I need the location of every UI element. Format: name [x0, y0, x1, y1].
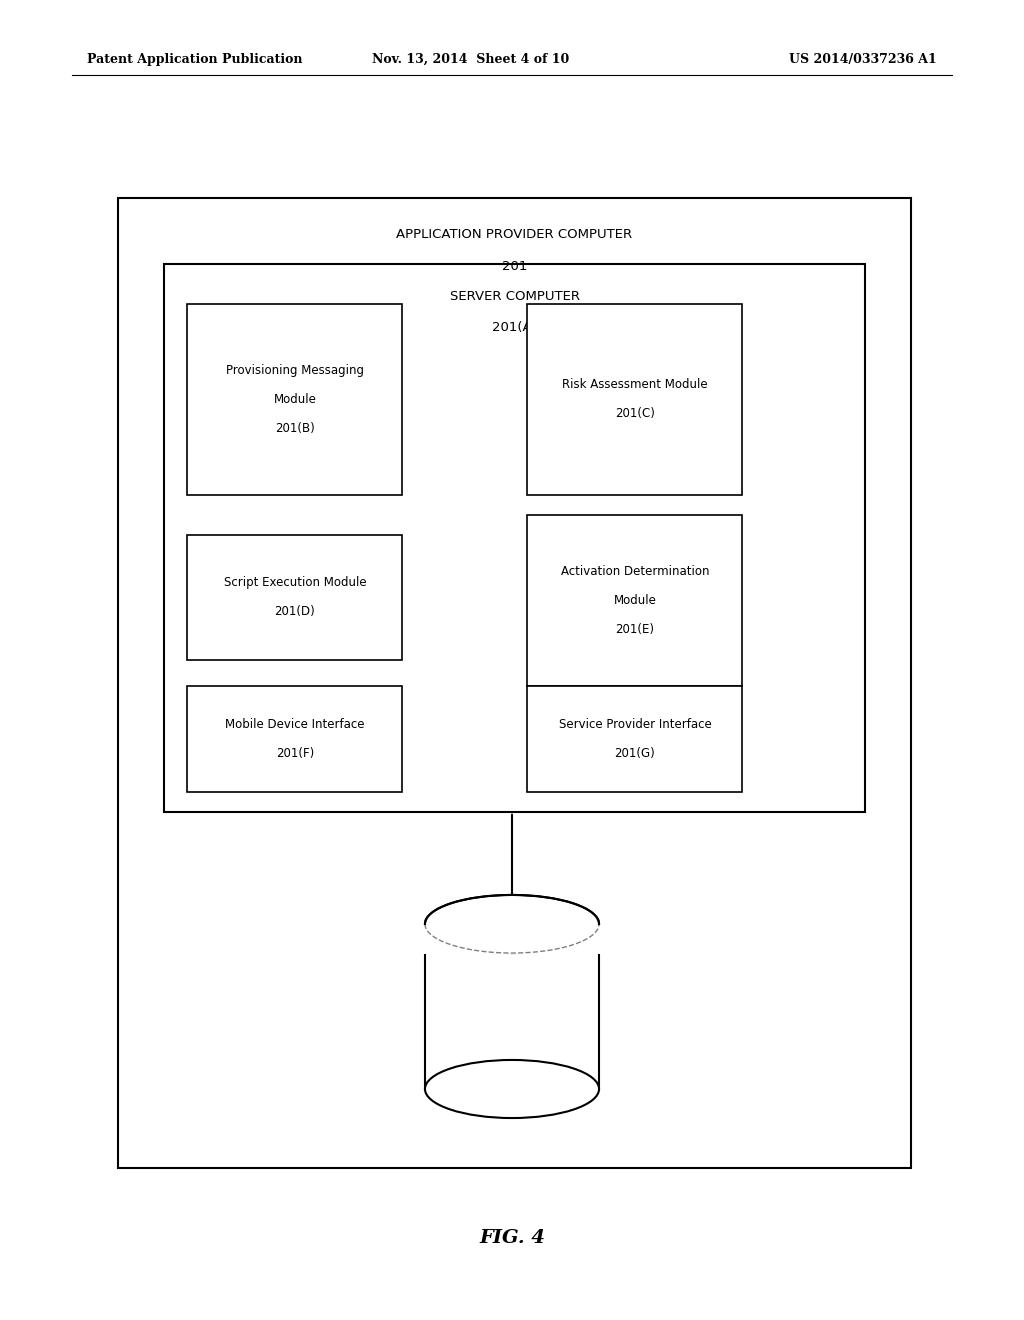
Ellipse shape [425, 895, 599, 953]
Text: 201: 201 [502, 260, 527, 273]
Text: FIG. 4: FIG. 4 [479, 1229, 545, 1247]
Text: Nov. 13, 2014  Sheet 4 of 10: Nov. 13, 2014 Sheet 4 of 10 [373, 53, 569, 66]
Text: US 2014/0337236 A1: US 2014/0337236 A1 [790, 53, 937, 66]
Bar [164, 264, 865, 812]
Text: Activation Determination: Activation Determination [560, 565, 710, 578]
Text: 201(G): 201(G) [614, 747, 655, 760]
Text: 201(H): 201(H) [492, 1043, 532, 1055]
Text: SERVER COMPUTER: SERVER COMPUTER [450, 290, 580, 304]
Text: Database: Database [483, 1014, 541, 1026]
Text: 201(E): 201(E) [615, 623, 654, 636]
Text: 201(C): 201(C) [615, 408, 654, 420]
Bar [187, 686, 402, 792]
Text: 201(D): 201(D) [274, 606, 315, 618]
Bar [527, 686, 742, 792]
Text: Provisioning Messaging: Provisioning Messaging [226, 364, 364, 376]
Bar [527, 515, 742, 686]
Bar [425, 924, 599, 1089]
Text: 201(F): 201(F) [275, 747, 314, 760]
Text: Module: Module [273, 393, 316, 405]
Bar [187, 535, 402, 660]
Text: Risk Assessment Module: Risk Assessment Module [562, 379, 708, 391]
Ellipse shape [425, 1060, 599, 1118]
Text: Module: Module [613, 594, 656, 607]
Text: Mobile Device Interface: Mobile Device Interface [225, 718, 365, 731]
Bar [187, 304, 402, 495]
Text: 201(A): 201(A) [493, 321, 537, 334]
Text: Service Provider Interface: Service Provider Interface [558, 718, 712, 731]
Text: Provisioning Script: Provisioning Script [457, 985, 567, 997]
Text: Script Execution Module: Script Execution Module [223, 577, 367, 589]
Text: 201(B): 201(B) [275, 422, 314, 434]
Bar [423, 924, 601, 954]
Bar [118, 198, 911, 1168]
Text: APPLICATION PROVIDER COMPUTER: APPLICATION PROVIDER COMPUTER [396, 228, 633, 242]
Text: Patent Application Publication: Patent Application Publication [87, 53, 302, 66]
Bar [527, 304, 742, 495]
